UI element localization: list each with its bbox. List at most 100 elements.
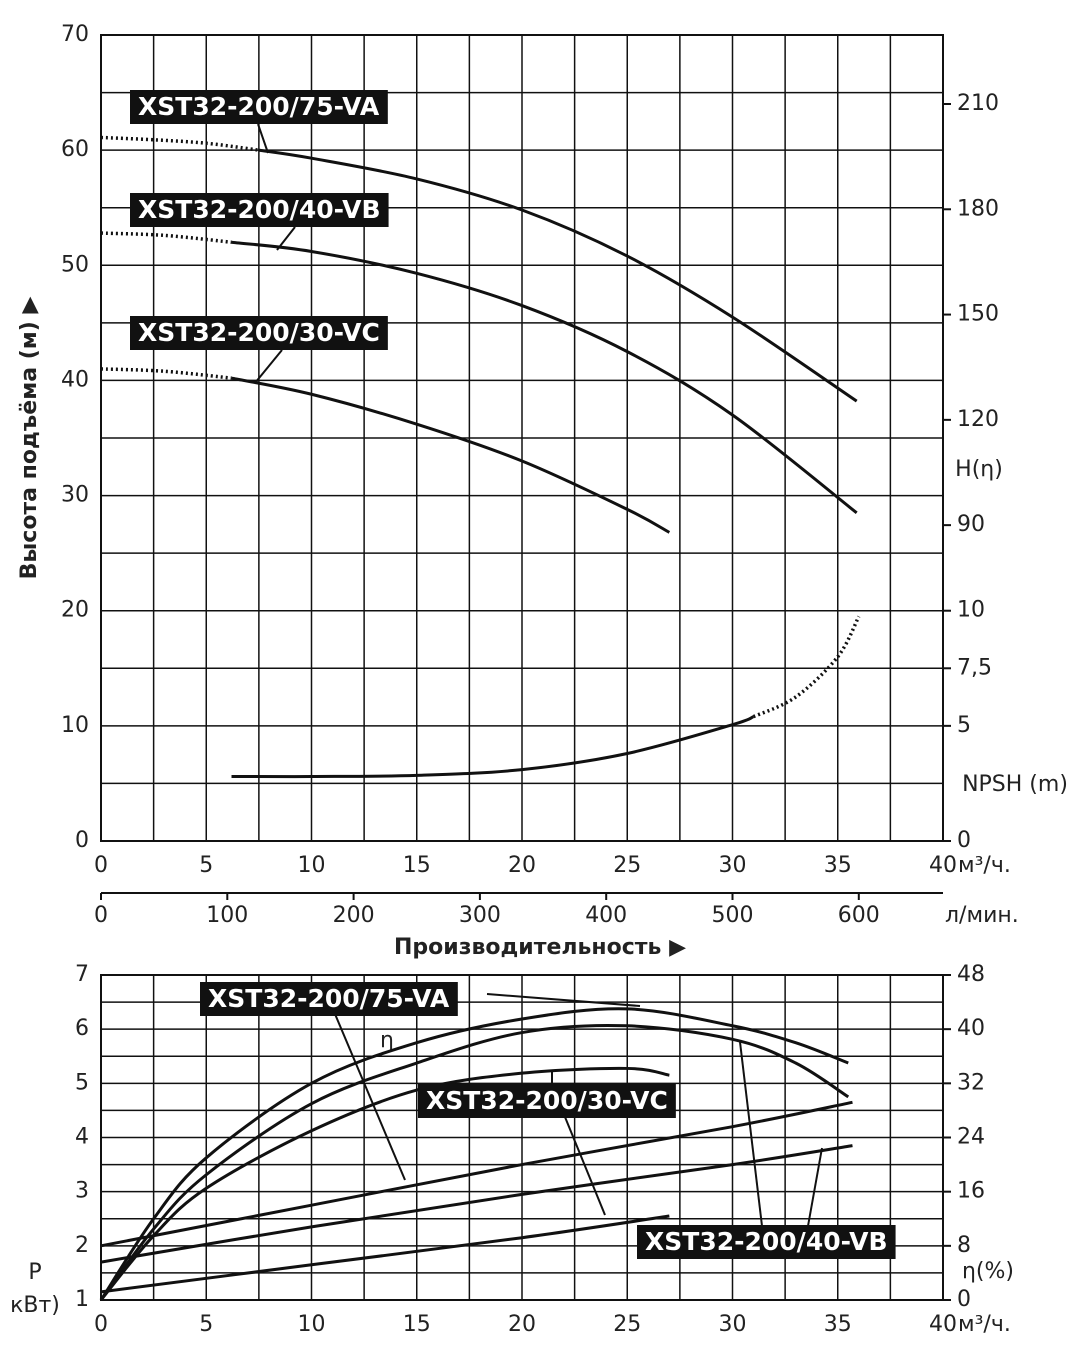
x2-tick-label: 600 (838, 903, 880, 928)
x-unit: м³/ч. (958, 1312, 1011, 1337)
x-tick-label: 0 (94, 853, 108, 878)
plot-frame (100, 34, 944, 842)
label-box (130, 316, 388, 350)
eta-label: η (380, 1028, 394, 1053)
x-tick-label: 20 (508, 853, 536, 878)
y2-tick-label: 48 (957, 962, 985, 987)
y-tick-label: 50 (61, 252, 89, 277)
y2-tick-label: 0 (957, 1287, 971, 1312)
y-tick-label: 3 (75, 1179, 89, 1204)
y-axis-label: P (28, 1260, 41, 1285)
x-tick-label: 15 (403, 1312, 431, 1337)
x-tick-label: 40 (929, 853, 957, 878)
series-label: XST32-200/40-VB (138, 195, 381, 224)
y2-tick-label: 0 (957, 828, 971, 853)
leader-line (564, 1116, 606, 1216)
y2-tick-label: 150 (957, 302, 999, 327)
x-tick-label: 0 (94, 1312, 108, 1337)
label-box (200, 982, 458, 1016)
label-box (418, 1084, 676, 1118)
x2-tick-label: 400 (585, 903, 627, 928)
x-tick-label: 20 (508, 1312, 536, 1337)
y2-tick-label: 5 (957, 713, 971, 738)
series-label-box: XST32-200/75-VA (130, 90, 388, 124)
x-tick-label: 35 (824, 853, 852, 878)
leader-line (739, 1041, 763, 1227)
y-tick-label: 30 (61, 483, 89, 508)
y2-tick-label: 40 (957, 1016, 985, 1041)
y-tick-label: 40 (61, 367, 89, 392)
leader-line (807, 1147, 823, 1227)
y2-tick-label: 120 (957, 407, 999, 432)
leader-line (257, 123, 269, 154)
series-label: XST32-200/30-VC (426, 1086, 668, 1115)
dotted-curve (100, 135, 260, 152)
y3-axis-label: NPSH (m) (962, 772, 1068, 797)
label-box (130, 193, 389, 227)
y-tick-label: 5 (75, 1070, 89, 1095)
x2-tick-label: 200 (333, 903, 375, 928)
series-label-box: XST32-200/30-VC (130, 316, 388, 350)
leader-line (486, 993, 641, 1007)
series-label: XST32-200/75-VA (208, 984, 450, 1013)
series-label-box: XST32-200/40-VB (130, 193, 389, 227)
x-tick-label: 5 (199, 853, 213, 878)
x-axis-label: Производительность ▶ (394, 935, 686, 960)
x2-tick-label: 300 (459, 903, 501, 928)
curve (99, 1023, 850, 1301)
y2-axis-label: η(%) (962, 1259, 1014, 1284)
y-tick-label: 4 (75, 1125, 89, 1150)
y2-tick-label: 32 (957, 1070, 985, 1095)
curve (100, 1214, 670, 1294)
y-tick-label: 60 (61, 137, 89, 162)
y-tick-label: 0 (75, 828, 89, 853)
x-tick-label: 25 (613, 853, 641, 878)
x-tick-label: 15 (403, 853, 431, 878)
y-unit: кВт) (10, 1293, 60, 1318)
y-tick-label: 10 (61, 713, 89, 738)
series-label: XST32-200/40-VB (645, 1227, 888, 1256)
y-tick-label: 6 (75, 1016, 89, 1041)
y-tick-label: 1 (75, 1287, 89, 1312)
y2-axis-label: H(η) (955, 457, 1003, 482)
curve (99, 1007, 849, 1301)
y2-tick-label: 210 (957, 91, 999, 116)
x-tick-label: 30 (719, 853, 747, 878)
y2-tick-label: 90 (957, 512, 985, 537)
curve (231, 376, 671, 534)
y2-tick-label: 10 (957, 598, 985, 623)
x-tick-label: 10 (298, 853, 326, 878)
x2-unit: л/мин. (945, 903, 1019, 928)
series-label-box: XST32-200/40-VB (637, 1225, 896, 1259)
series-label-box: XST32-200/75-VA (200, 982, 458, 1016)
curve (258, 148, 858, 403)
curve (231, 715, 755, 779)
series-label-box: XST32-200/30-VC (418, 1084, 676, 1118)
x-tick-label: 35 (824, 1312, 852, 1337)
y-tick-label: 70 (61, 22, 89, 47)
label-box (637, 1225, 896, 1259)
x-tick-label: 10 (298, 1312, 326, 1337)
y2-tick-label: 24 (957, 1125, 985, 1150)
series-label: XST32-200/75-VA (138, 92, 380, 121)
x-unit: м³/ч. (958, 853, 1011, 878)
y2-tick-label: 180 (957, 196, 999, 221)
curve (100, 1144, 853, 1264)
leader-line (254, 349, 283, 384)
series-label: XST32-200/30-VC (138, 318, 380, 347)
y2-tick-label: 16 (957, 1179, 985, 1204)
x-tick-label: 30 (719, 1312, 747, 1337)
y2-tick-label: 7,5 (957, 655, 992, 680)
x-tick-label: 25 (613, 1312, 641, 1337)
y-tick-label: 2 (75, 1233, 89, 1258)
label-box (130, 90, 388, 124)
y-tick-label: 20 (61, 598, 89, 623)
y2-tick-label: 8 (957, 1233, 971, 1258)
curve (231, 240, 858, 515)
y-axis-label: Высота подъёма (м) ▶ (17, 297, 42, 580)
x2-tick-label: 0 (94, 903, 108, 928)
curve (99, 1066, 670, 1301)
dotted-curve (100, 367, 232, 380)
x-tick-label: 5 (199, 1312, 213, 1337)
